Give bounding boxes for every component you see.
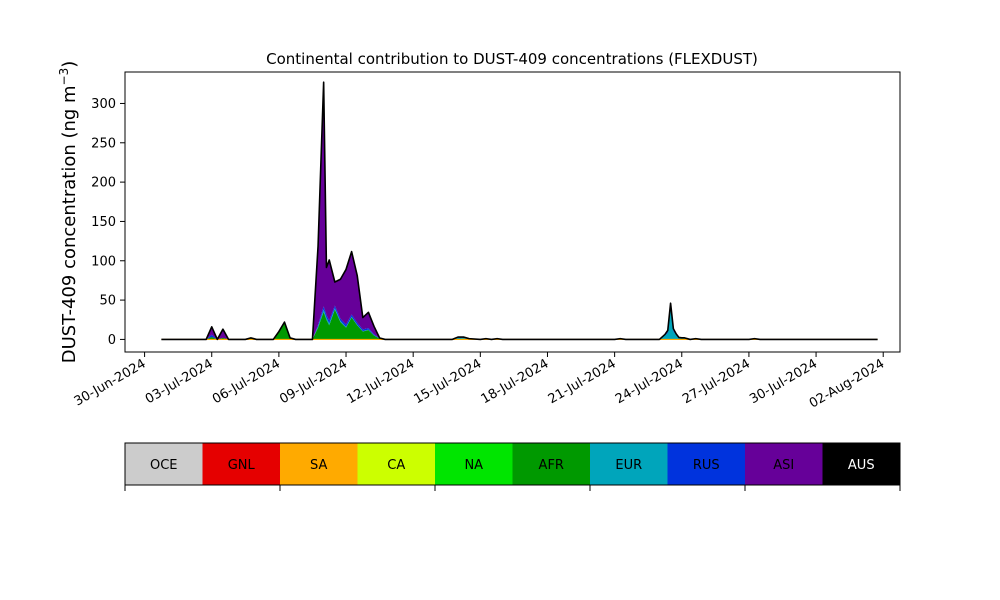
series-area-afr <box>161 309 878 340</box>
legend-label-asi: ASI <box>773 458 794 473</box>
series-area-asi <box>161 82 878 340</box>
x-tick-label: 15-Jul-2024 <box>412 356 485 407</box>
chart-title: Continental contribution to DUST-409 con… <box>266 50 758 68</box>
legend-swatch-sa <box>280 443 358 485</box>
legend-label-eur: EUR <box>615 458 642 473</box>
legend-label-sa: SA <box>310 458 327 473</box>
x-tick-label: 02-Aug-2024 <box>807 356 887 411</box>
legend-label-oce: OCE <box>150 458 178 473</box>
y-tick-label: 250 <box>91 136 116 151</box>
total-concentration-line <box>161 81 878 341</box>
legend-colorbar: OCE GNL SA CA NA AFR EUR RUS ASI AUS <box>124 442 901 491</box>
y-tick-label: 150 <box>91 215 116 230</box>
y-tick-label: 200 <box>91 176 116 191</box>
y-tick-label: 100 <box>91 254 116 269</box>
x-tick-label: 06-Jul-2024 <box>210 356 283 407</box>
axes-frame <box>124 71 901 353</box>
legend-swatch-asi <box>745 443 823 485</box>
plot-area: 0 50 100 150 200 250 300 30-Jun-202403-Jul-2024… <box>72 71 901 412</box>
legend-swatch-gnl <box>202 443 280 485</box>
legend-swatch-eur <box>590 443 668 485</box>
x-tick-label: 12-Jul-2024 <box>344 356 417 407</box>
legend-label-ca: CA <box>387 458 405 473</box>
legend-label-na: NA <box>464 458 483 473</box>
legend-swatch-aus <box>822 443 900 485</box>
x-tick-label: 03-Jul-2024 <box>143 356 216 407</box>
legend-swatch-afr <box>512 443 590 485</box>
series-area-rus <box>161 304 878 340</box>
series-area-eur <box>161 307 878 340</box>
x-tick-label: 30-Jun-2024 <box>72 356 149 409</box>
legend-frame <box>124 442 901 486</box>
legend-label-afr: AFR <box>539 458 564 473</box>
legend-swatch-rus <box>667 443 745 485</box>
x-tick-label: 09-Jul-2024 <box>277 356 350 407</box>
legend-swatch-oce <box>125 443 203 485</box>
x-tick-label: 18-Jul-2024 <box>479 356 552 407</box>
legend-label-aus: AUS <box>848 458 875 473</box>
y-tick-label: 0 <box>108 333 116 348</box>
x-tick-label: 27-Jul-2024 <box>680 356 753 407</box>
y-tick-label: 50 <box>99 294 116 309</box>
legend-swatch-na <box>435 443 513 485</box>
x-tick-label: 24-Jul-2024 <box>613 356 686 407</box>
legend-label-rus: RUS <box>693 458 720 473</box>
y-tick-label: 300 <box>91 97 116 112</box>
x-tick-label: 21-Jul-2024 <box>546 356 619 407</box>
legend-label-gnl: GNL <box>228 458 256 473</box>
legend-swatch-ca <box>357 443 435 485</box>
y-axis-label: DUST-409 concentration (ng m−3) <box>57 61 80 364</box>
